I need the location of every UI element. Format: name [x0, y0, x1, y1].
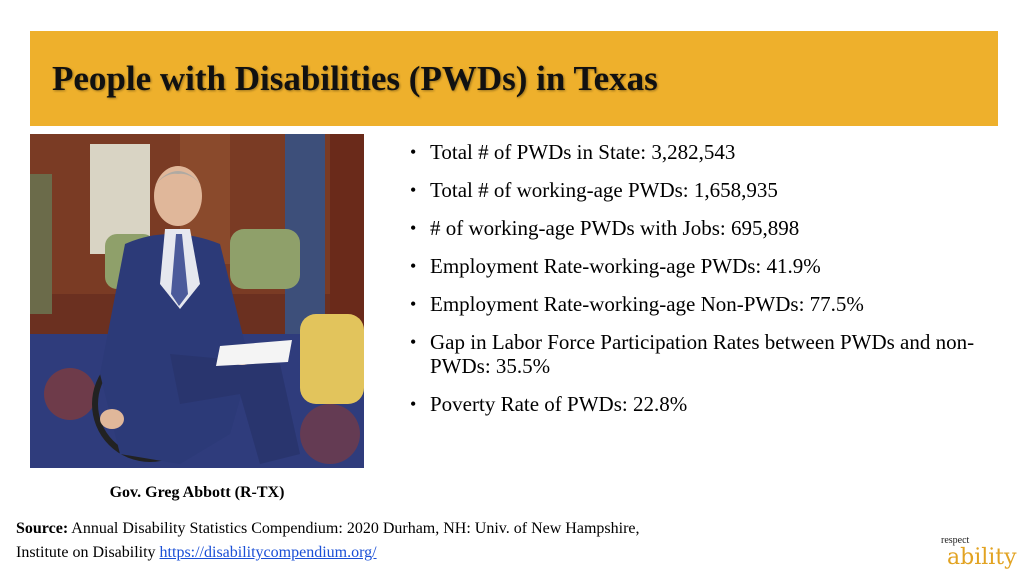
statistic-text: Total # of working-age PWDs: 1,658,935: [430, 178, 778, 202]
bullet-icon: •: [410, 142, 417, 162]
source-citation: Source: Annual Disability Statistics Com…: [16, 517, 656, 565]
bullet-icon: •: [410, 294, 417, 314]
bullet-icon: •: [410, 256, 417, 276]
bullet-icon: •: [410, 218, 417, 238]
governor-photo-illustration: [30, 134, 364, 468]
statistic-text: Employment Rate-working-age Non-PWDs: 77…: [430, 292, 864, 316]
list-item: • # of working-age PWDs with Jobs: 695,89…: [408, 216, 1008, 240]
bullet-icon: •: [410, 332, 417, 352]
statistics-list: • Total # of PWDs in State: 3,282,543 • To…: [408, 140, 1008, 430]
statistic-text: Gap in Labor Force Participation Rates b…: [430, 330, 975, 378]
slide-title: People with Disabilities (PWDs) in Texas: [52, 59, 658, 98]
statistic-text: Poverty Rate of PWDs: 22.8%: [430, 392, 688, 416]
statistic-text: Employment Rate-working-age PWDs: 41.9%: [430, 254, 821, 278]
respectability-logo: respect ability: [941, 535, 1021, 575]
list-item: • Total # of working-age PWDs: 1,658,935: [408, 178, 1008, 202]
list-item: • Employment Rate-working-age PWDs: 41.9%: [408, 254, 1008, 278]
photo-caption: Gov. Greg Abbott (R-TX): [109, 484, 285, 501]
statistic-text: # of working-age PWDs with Jobs: 695,898: [430, 216, 800, 240]
title-banner: People with Disabilities (PWDs) in Texas: [30, 31, 998, 126]
list-item: • Employment Rate-working-age Non-PWDs: 7…: [408, 292, 1008, 316]
logo-top-text: respect: [941, 535, 970, 546]
governor-photo: [30, 134, 364, 468]
bullet-icon: •: [410, 180, 417, 200]
list-item: • Total # of PWDs in State: 3,282,543: [408, 140, 1008, 164]
list-item: • Poverty Rate of PWDs: 22.8%: [408, 392, 1008, 416]
source-text: Annual Disability Statistics Compendium:…: [16, 520, 640, 561]
source-label: Source:: [16, 520, 69, 537]
logo-main-text: ability: [947, 545, 1017, 570]
statistic-text: Total # of PWDs in State: 3,282,543: [430, 140, 736, 164]
list-item: • Gap in Labor Force Participation Rates …: [408, 330, 1008, 378]
source-link[interactable]: https://disabilitycompendium.org/: [159, 544, 377, 561]
bullet-icon: •: [410, 394, 417, 414]
